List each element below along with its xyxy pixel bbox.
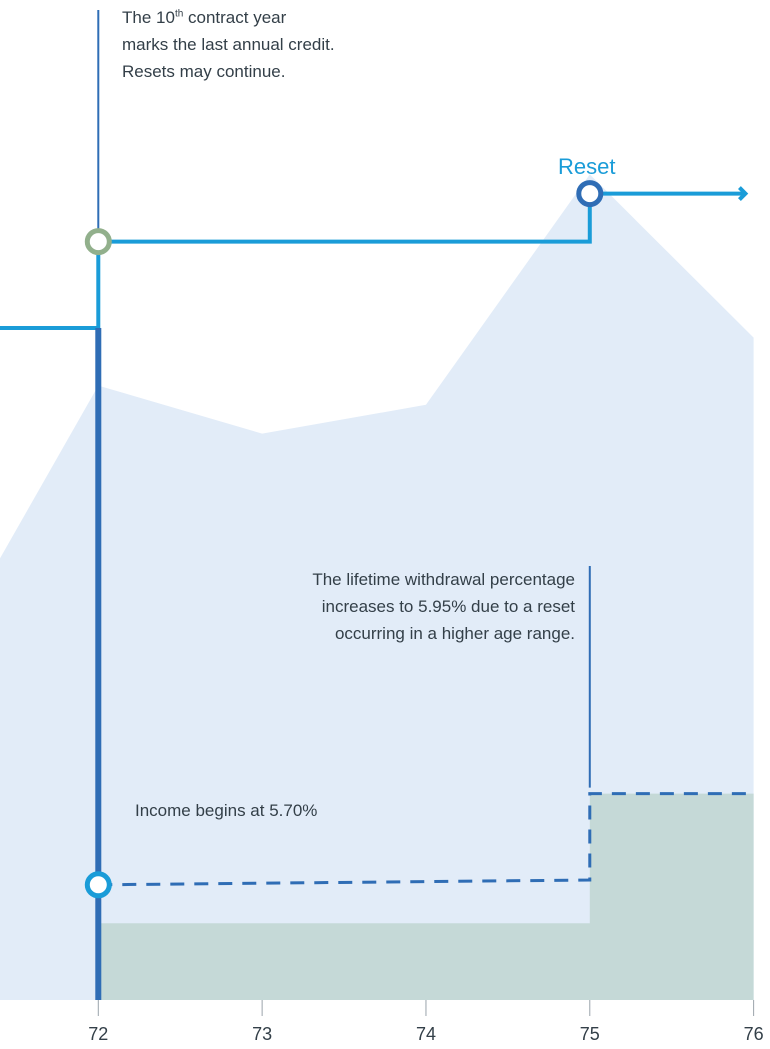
- x-tick-label-72: 72: [88, 1024, 108, 1044]
- annotation-withdrawal-increase: The lifetime withdrawal percentage increa…: [150, 566, 575, 647]
- x-tick-label-75: 75: [580, 1024, 600, 1044]
- benefit-arrow-icon: [738, 186, 749, 202]
- annotation-last-credit-line3: Resets may continue.: [122, 62, 286, 81]
- annotation-withdrawal-line3: occurring in a higher age range.: [334, 624, 575, 643]
- annotation-last-credit-pre: The 10: [122, 8, 175, 27]
- annotation-withdrawal-line1: The lifetime withdrawal percentage: [312, 570, 575, 589]
- annotation-income-begins: Income begins at 5.70%: [135, 801, 318, 820]
- annotation-last-credit-post: contract year: [183, 8, 287, 27]
- income-area: [98, 793, 754, 1000]
- x-tick-label-73: 73: [252, 1024, 272, 1044]
- income-begins-marker: [84, 871, 112, 899]
- reset-marker: [576, 180, 604, 208]
- annotation-last-credit-line2: marks the last annual credit.: [122, 35, 335, 54]
- area-series: [0, 174, 754, 1000]
- withdrawal-dashed-line: [98, 792, 754, 887]
- annotation-withdrawal-line2: increases to 5.95% due to a reset: [321, 597, 575, 616]
- benefit-base-line: [0, 191, 746, 330]
- last-credit-marker: [84, 228, 112, 256]
- x-tick-label-74: 74: [416, 1024, 436, 1044]
- annotation-last-credit: The 10th contract year marks the last ann…: [122, 4, 452, 85]
- x-tick-label-76: 76: [744, 1024, 764, 1044]
- reset-label: Reset: [558, 154, 616, 179]
- annotation-last-credit-sup: th: [174, 8, 184, 20]
